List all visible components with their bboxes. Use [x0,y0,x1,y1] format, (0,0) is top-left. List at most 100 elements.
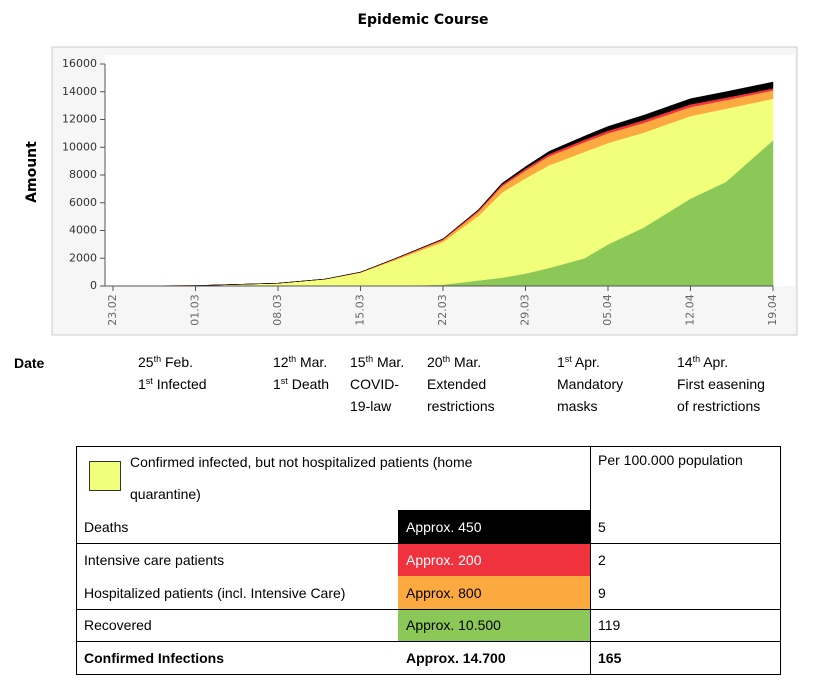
x-tick-label: 23.02 [106,294,119,326]
event-text: 20 [427,354,443,370]
y-tick-label: 12000 [62,113,97,126]
event-line: masks [557,395,623,417]
date-label: Date [14,355,45,371]
event: 12th Mar. 1st Death [273,351,329,395]
event-line: 12th Mar. [273,351,329,373]
table-border [590,446,591,674]
y-tick-label: 0 [90,279,97,292]
event: 20th Mar. Extended restrictions [427,351,495,417]
row-approx: Approx. 10.500 [398,609,590,641]
row-approx: Approx. 14.700 [406,649,506,666]
event-text: Feb. [161,354,193,370]
event-text: of restrictions [677,398,761,414]
table-header-per: Per 100.000 population [598,452,743,468]
table-rule [76,641,781,642]
y-axis-label: Amount [24,141,40,203]
row-label: Recovered [84,617,152,633]
event-text: 12 [273,354,289,370]
event-text: Extended [427,376,487,392]
event-text: Apr. [571,354,600,370]
event: 15th Mar. COVID- 19-law [350,351,404,417]
event: 25th Feb. 1st Infected [138,351,207,395]
x-tick-label: 08.03 [271,294,284,326]
event-text: 1 [273,376,281,392]
row-approx: Approx. 450 [398,510,590,543]
event-line: of restrictions [677,395,765,417]
row-per: 165 [598,649,622,666]
event: 1st Apr. Mandatory masks [557,351,623,417]
event-line: Mandatory [557,373,623,395]
row-approx: Approx. 200 [398,543,590,576]
event-line: restrictions [427,395,495,417]
x-tick-label: 19.04 [766,294,779,326]
table-header-swatch [89,461,121,491]
superscript: th [365,354,374,364]
y-tick-label: 10000 [62,140,97,153]
superscript: st [280,376,288,386]
table-rule [76,609,781,610]
y-tick-label: 14000 [62,85,97,98]
event-line: 14th Apr. [677,351,765,373]
x-tick-label: 01.03 [189,294,202,326]
row-label: Deaths [84,518,129,535]
y-tick-label: 4000 [69,224,97,237]
event-line: 20th Mar. [427,351,495,373]
row-approx: Approx. 800 [398,576,590,609]
event-text: restrictions [427,398,495,414]
event-text: Death [287,376,330,392]
y-tick-label: 2000 [69,251,97,264]
table-border [780,446,781,674]
row-per: 119 [598,617,621,633]
chart: Epidemic Course Amount 0 2000 4000 6000 8000… [24,12,798,336]
table-border [76,446,77,674]
y-tick-label: 16000 [62,57,97,70]
event-line: COVID- [350,373,404,395]
row-per: 2 [598,551,606,568]
event-text: COVID- [350,376,399,392]
event-line: First easening [677,373,765,395]
x-tick-label: 15.03 [354,294,367,326]
event-text: Apr. [700,354,729,370]
event-text: 14 [677,354,693,370]
event-text: 25 [138,354,154,370]
row-per: 9 [598,584,606,601]
event-text: Mar. [373,354,405,370]
event-text: First easening [677,376,765,392]
event-line: Extended [427,373,495,395]
event-text: 1 [557,354,565,370]
x-tick-label: 05.04 [601,294,614,326]
event-line: 1st Infected [138,373,207,395]
event-text: 1 [138,376,146,392]
event-text: Mar. [450,354,482,370]
event-line: 25th Feb. [138,351,207,373]
superscript: st [564,354,572,364]
event-text: 15 [350,354,366,370]
event-line: 19-law [350,395,404,417]
table-rule [76,674,781,675]
superscript: st [145,376,153,386]
event-line: 15th Mar. [350,351,404,373]
superscript: th [153,354,162,364]
chart-title: Epidemic Course [357,12,488,28]
event-text: Mar. [296,354,328,370]
superscript: th [692,354,701,364]
superscript: th [442,354,451,364]
table-rule [76,543,781,544]
row-per: 5 [598,518,606,535]
event-line: 1st Apr. [557,351,623,373]
superscript: th [288,354,297,364]
y-tick-label: 8000 [69,168,97,181]
area [112,81,774,287]
event-text: Mandatory [557,376,624,392]
table-header-label: Confirmed infected, but not hospitalized… [130,454,473,502]
row-label: Hospitalized patients (incl. Intensive C… [84,584,346,601]
event-text: Infected [152,376,207,392]
x-tick-label: 12.04 [684,294,697,326]
y-tick-label: 6000 [69,196,97,209]
x-tick-label: 22.03 [436,294,449,326]
row-label: Confirmed Infections [84,649,225,666]
event: 14th Apr. First easening of restrictions [677,351,765,417]
table-rule [76,446,781,447]
event-line: 1st Death [273,373,329,395]
